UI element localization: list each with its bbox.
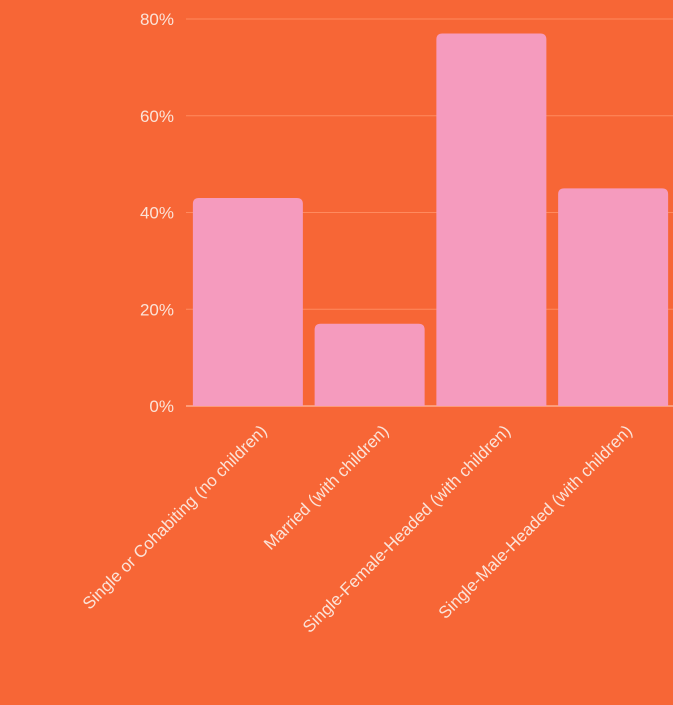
x-tick-label: Single or Cohabiting (no children) bbox=[79, 421, 271, 613]
bar bbox=[558, 188, 669, 406]
y-tick-label: 0% bbox=[149, 397, 174, 416]
bar bbox=[314, 323, 425, 406]
bar bbox=[192, 197, 303, 406]
y-tick-label: 60% bbox=[140, 107, 174, 126]
y-axis-ticks: 0% 20% 40% 60% 80% bbox=[140, 10, 174, 416]
bars bbox=[192, 33, 669, 406]
x-tick-label: Married (with children) bbox=[260, 421, 392, 553]
x-tick-label: Single-Male-Headed (with children) bbox=[435, 421, 636, 622]
x-axis-labels: Single or Cohabiting (no children)Marrie… bbox=[79, 421, 636, 636]
y-tick-label: 40% bbox=[140, 204, 174, 223]
bar bbox=[436, 33, 547, 406]
y-tick-label: 80% bbox=[140, 10, 174, 29]
y-tick-label: 20% bbox=[140, 300, 174, 319]
x-tick-label: Single-Female-Headed (with children) bbox=[299, 421, 514, 636]
